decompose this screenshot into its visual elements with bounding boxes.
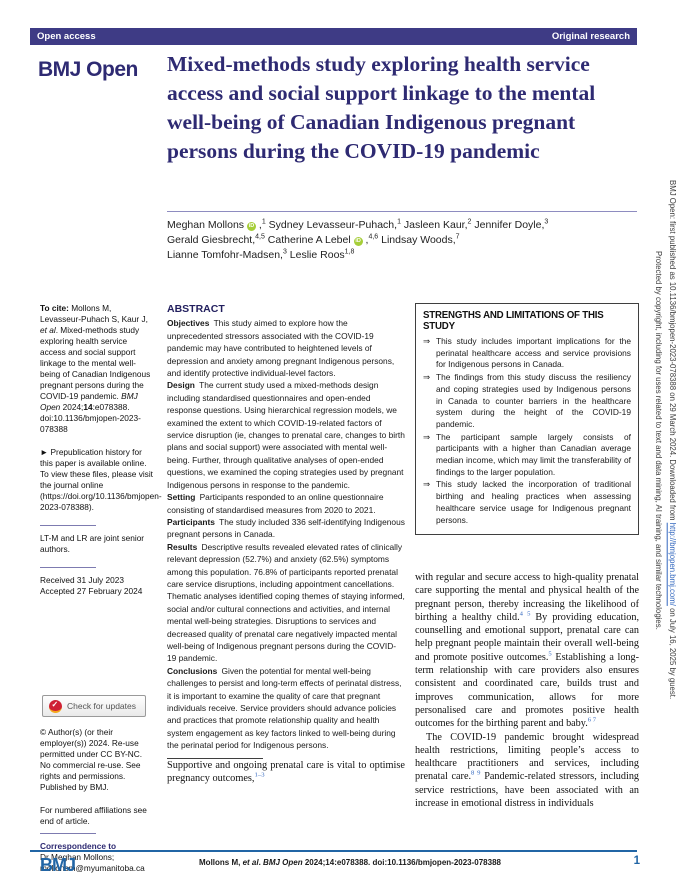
strengths-item: ⇒ This study lacked the incorporation of … (423, 479, 631, 525)
sidebar-divider (40, 567, 96, 568)
strengths-heading: STRENGTHS AND LIMITATIONS OF THIS STUDY (423, 310, 604, 332)
abstract-section: Conclusions Given the potential for ment… (167, 665, 402, 751)
author-line: Lianne Tomfohr-Madsen,3 Leslie Roos1,8 (167, 248, 639, 263)
bmj-logo: BMJ (40, 855, 76, 875)
orcid-icon[interactable]: iD (353, 237, 363, 246)
footer-divider (30, 850, 637, 852)
left-sidebar: To cite: Mollons M, Levasseur-Puhach S, … (40, 303, 162, 874)
orcid-icon[interactable]: iD (246, 222, 256, 231)
footer-citation: Mollons M, et al. BMJ Open 2024;14:e0783… (199, 858, 501, 867)
intro-paragraph: Supportive and ongoing prenatal care is … (167, 759, 405, 785)
author-name: Jennifer Doyle,3 (474, 218, 549, 232)
open-access-label: Open access (37, 31, 96, 42)
author-name: Lindsay Woods,7 (381, 233, 460, 247)
arrow-bullet-icon: ⇒ (423, 431, 431, 442)
article-title: Mixed-methods study exploring health ser… (167, 52, 596, 163)
arrow-bullet-icon: ⇒ (423, 372, 431, 383)
correspondence-text: Dr Meghan Mollons; mollonsm@myumanitoba.… (40, 852, 145, 873)
strengths-item: ⇒ The participant sample largely consists… (423, 431, 631, 477)
body-paragraph: The COVID-19 pandemic brought widespread… (415, 731, 640, 810)
author-name: Meghan Mollons iD ,1 (167, 218, 266, 231)
author-list: Meghan Mollons iD ,1 Sydney Levasseur-Pu… (167, 218, 639, 263)
joint-seniors-note: LT-M and LR are joint senior authors. (40, 533, 145, 554)
to-cite-block: To cite: Mollons M, Levasseur-Puhach S, … (40, 303, 151, 434)
strengths-limitations-box: STRENGTHS AND LIMITATIONS OF THIS STUDY … (415, 303, 639, 536)
strengths-item: ⇒ The findings from this study discuss th… (423, 372, 631, 429)
journal-logo: BMJ Open (38, 58, 138, 81)
author-name: Sydney Levasseur-Puhach,1 (268, 218, 401, 232)
copyright-note: © Author(s) (or their employer(s)) 2024.… (40, 727, 143, 792)
abstract-column: ABSTRACT Objectives This study aimed to … (167, 303, 405, 786)
body-paragraph: with regular and secure access to high-q… (415, 572, 640, 730)
arrow-bullet-icon: ⇒ (423, 336, 431, 346)
check-for-updates-button[interactable]: ✓ Check for updates (42, 695, 146, 717)
header-bar: Open access Original research (30, 28, 637, 45)
abstract-section: Participants The study included 336 self… (167, 516, 405, 540)
check-for-updates-label: Check for updates (67, 700, 136, 711)
author-name: Catherine A Lebel iD ,4,6 (267, 233, 379, 246)
correspondence-heading: Correspondence to (40, 841, 117, 851)
author-name: Jasleen Kaur,2 (403, 218, 472, 232)
author-name: Lianne Tomfohr-Madsen,3 (167, 248, 287, 262)
body-column-right: with regular and secure access to high-q… (415, 571, 639, 810)
author-line: Gerald Giesbrecht,4,5 Catherine A Lebel … (167, 233, 639, 248)
article-type-label: Original research (551, 31, 630, 42)
prepublication-note: ► Prepublication history for this paper … (40, 447, 162, 512)
abstract-end-divider (167, 757, 263, 759)
sidebar-spacer (40, 597, 154, 695)
author-line: Meghan Mollons iD ,1 Sydney Levasseur-Pu… (167, 218, 639, 233)
page-number: 1 (633, 855, 640, 867)
margin-publication-line: BMJ Open: first published as 10.1136/bmj… (668, 180, 677, 700)
margin-copyright-line: Protected by copyright, including for us… (654, 250, 663, 630)
sidebar-divider (40, 833, 96, 834)
accepted-date: Accepted 27 February 2024 (40, 586, 143, 596)
received-date: Received 31 July 2023 (40, 575, 124, 585)
strengths-item: ⇒ This study includes important implicati… (423, 336, 631, 370)
arrow-bullet-icon: ⇒ (423, 479, 431, 490)
sidebar-divider (40, 525, 96, 526)
abstract-section: Results Descriptive results revealed ele… (167, 541, 405, 664)
abstract-section: Objectives This study aimed to explore h… (167, 318, 395, 379)
author-name: Gerald Giesbrecht,4,5 (167, 233, 265, 247)
abstract-heading: ABSTRACT (167, 303, 225, 315)
abstract-sections: Objectives This study aimed to explore h… (167, 317, 405, 751)
crossmark-icon: ✓ (49, 699, 62, 713)
rotated-margin-text: BMJ Open: first published as 10.1136/bmj… (648, 24, 679, 856)
author-name: Leslie Roos1,8 (289, 248, 355, 262)
title-divider (167, 211, 637, 212)
strengths-list: ⇒ This study includes important implicati… (423, 336, 631, 526)
abstract-section: Setting Participants responded to an onl… (167, 492, 384, 515)
abstract-section: Design The current study used a mixed-me… (167, 380, 405, 490)
affiliations-note: For numbered affiliations see end of art… (40, 805, 147, 826)
